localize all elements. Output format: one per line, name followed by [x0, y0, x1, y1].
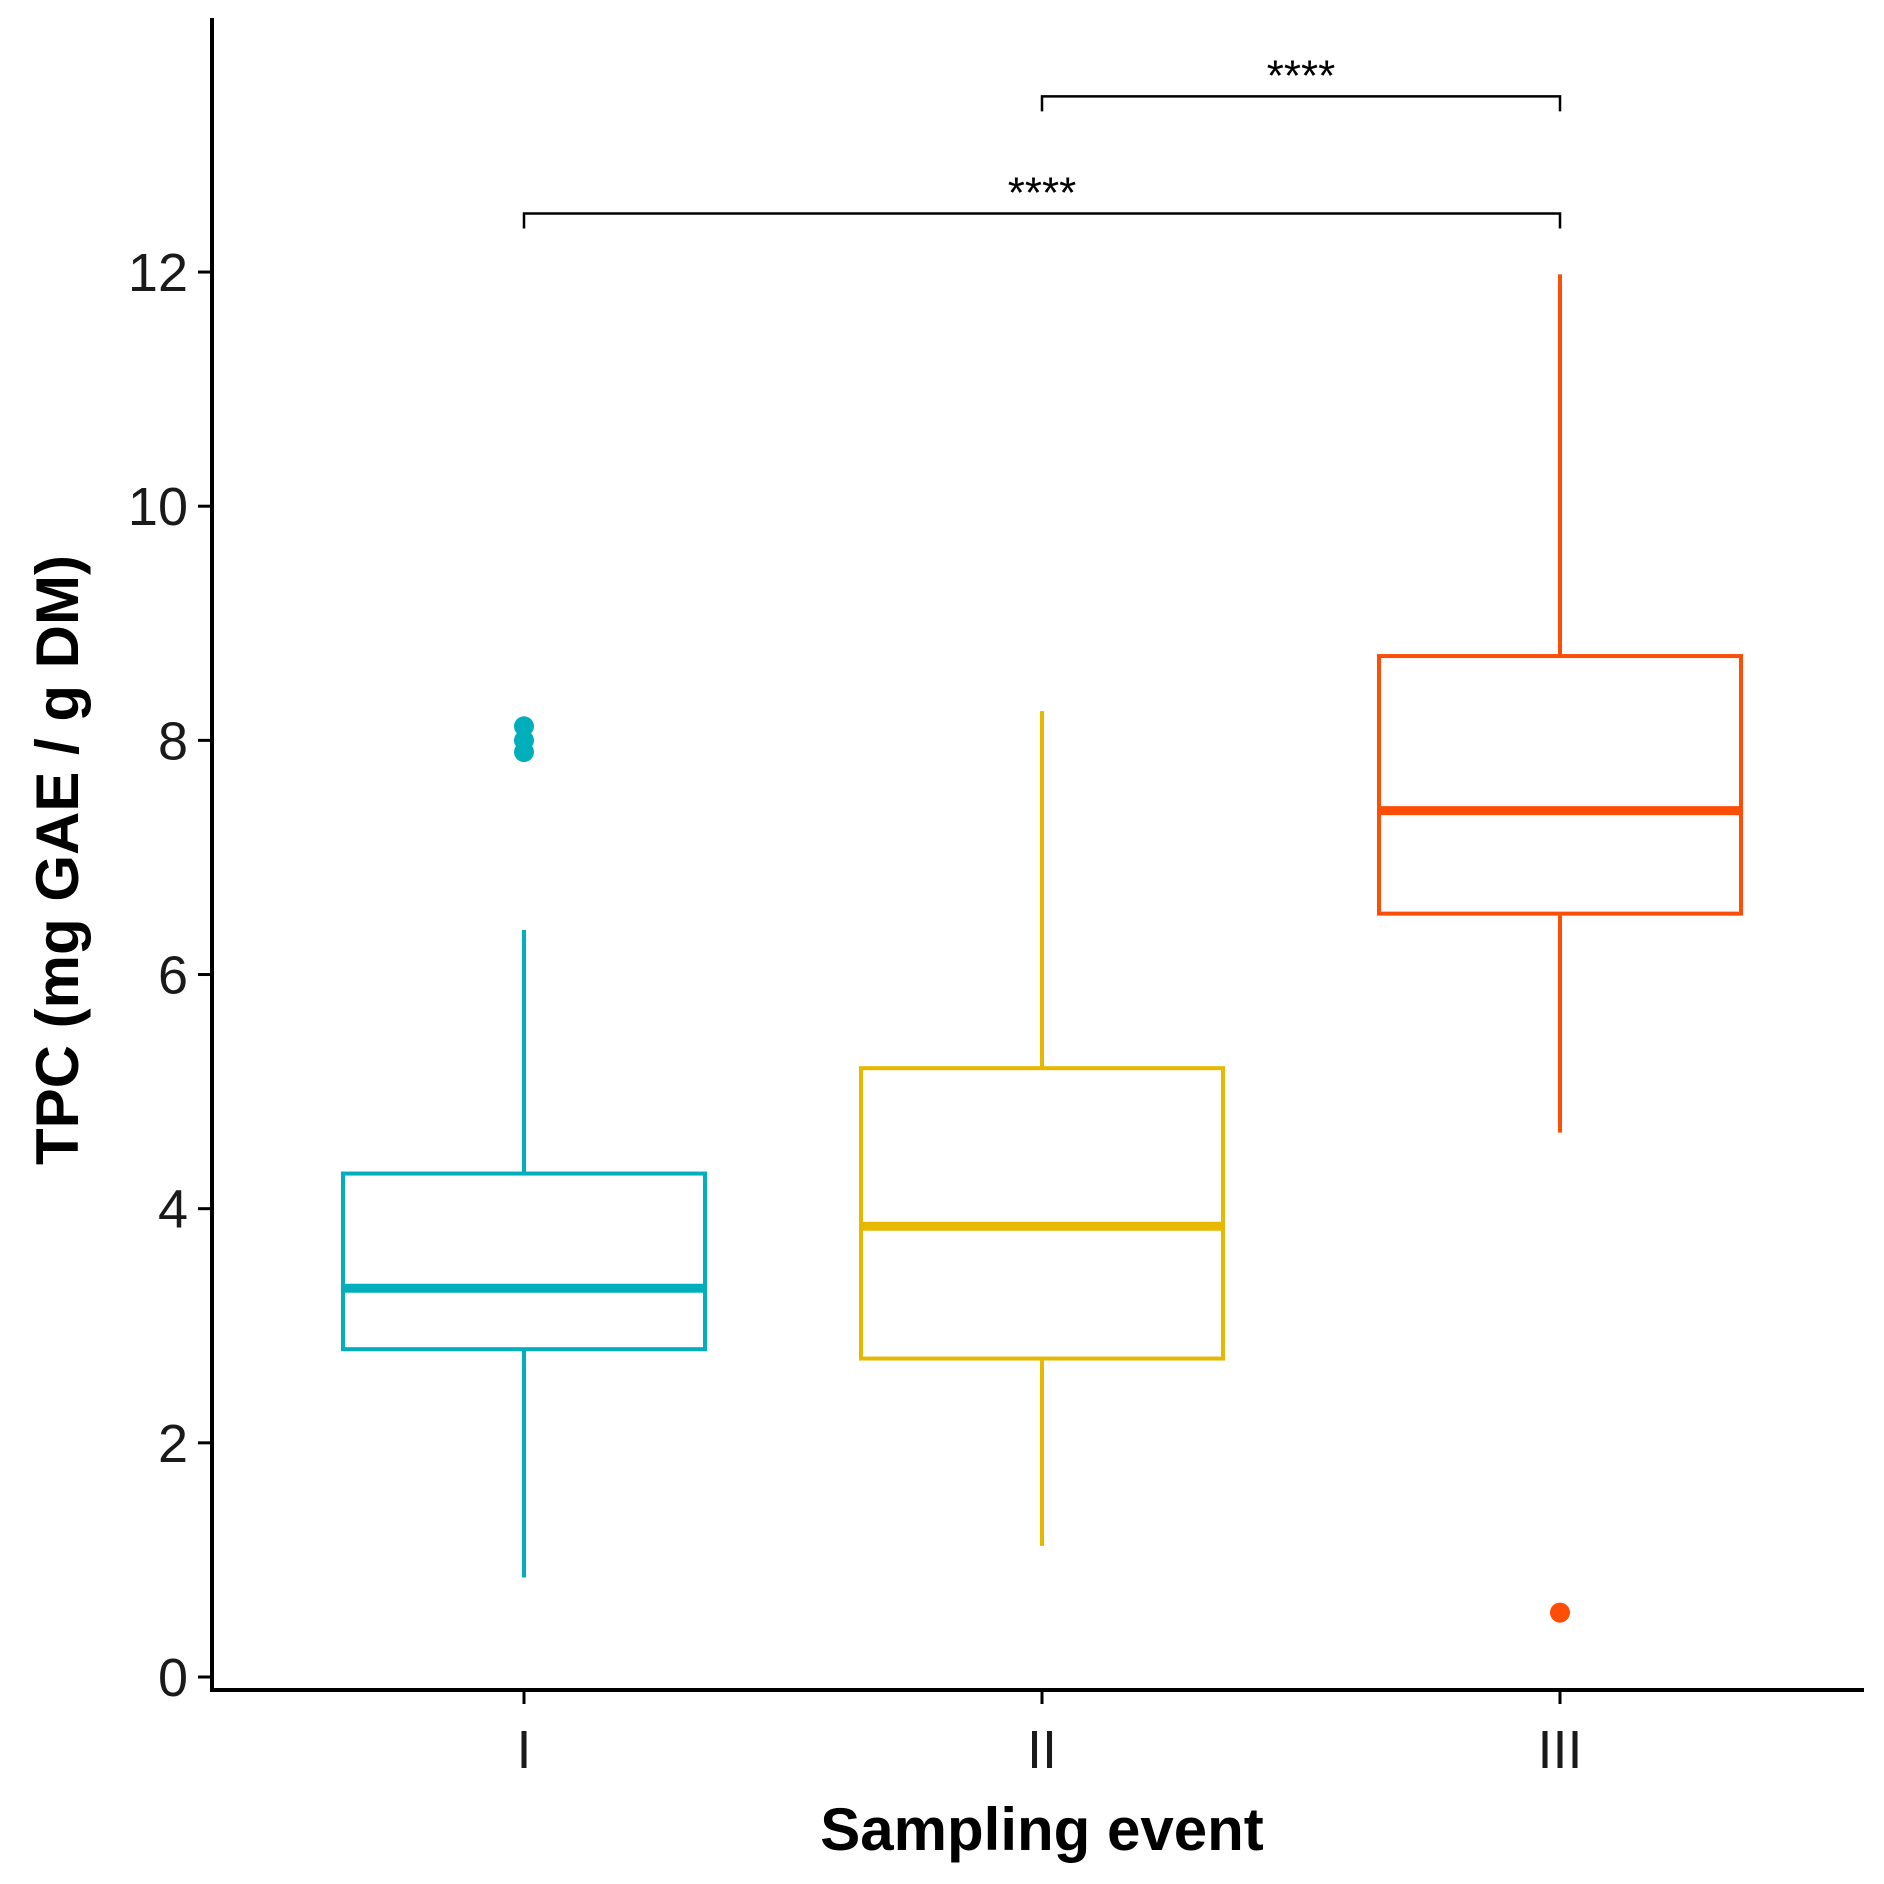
- x-tick-label: I: [516, 1720, 531, 1780]
- y-axis-title: TPC (mg GAE / g DM): [24, 555, 91, 1165]
- y-tick-label: 4: [158, 1180, 188, 1240]
- x-axis-title: Sampling event: [820, 1796, 1263, 1863]
- box-iqr: [341, 1171, 707, 1352]
- significance-bracket: [1040, 95, 1562, 112]
- x-tick-label: II: [1027, 1720, 1057, 1780]
- x-tick-label: III: [1537, 1720, 1582, 1780]
- box-iqr: [1377, 654, 1743, 916]
- significance-bracket: [522, 212, 1562, 229]
- y-tick-label: 10: [128, 477, 188, 537]
- y-tick-label: 6: [158, 946, 188, 1006]
- y-tick-label: 12: [128, 243, 188, 303]
- box-group-II: [859, 711, 1225, 1546]
- outlier-point: [514, 716, 534, 737]
- box-group-I: [341, 716, 707, 1578]
- box-iqr: [859, 1066, 1225, 1361]
- outlier-point: [1550, 1602, 1570, 1623]
- y-tick-label: 8: [158, 711, 188, 771]
- box-group-III: [1377, 274, 1743, 1623]
- significance-label: ****: [1267, 51, 1336, 100]
- significance-label: ****: [1008, 169, 1077, 218]
- outlier-point: [514, 730, 534, 751]
- y-tick-label: 2: [158, 1414, 188, 1474]
- y-tick-label: 0: [158, 1648, 188, 1708]
